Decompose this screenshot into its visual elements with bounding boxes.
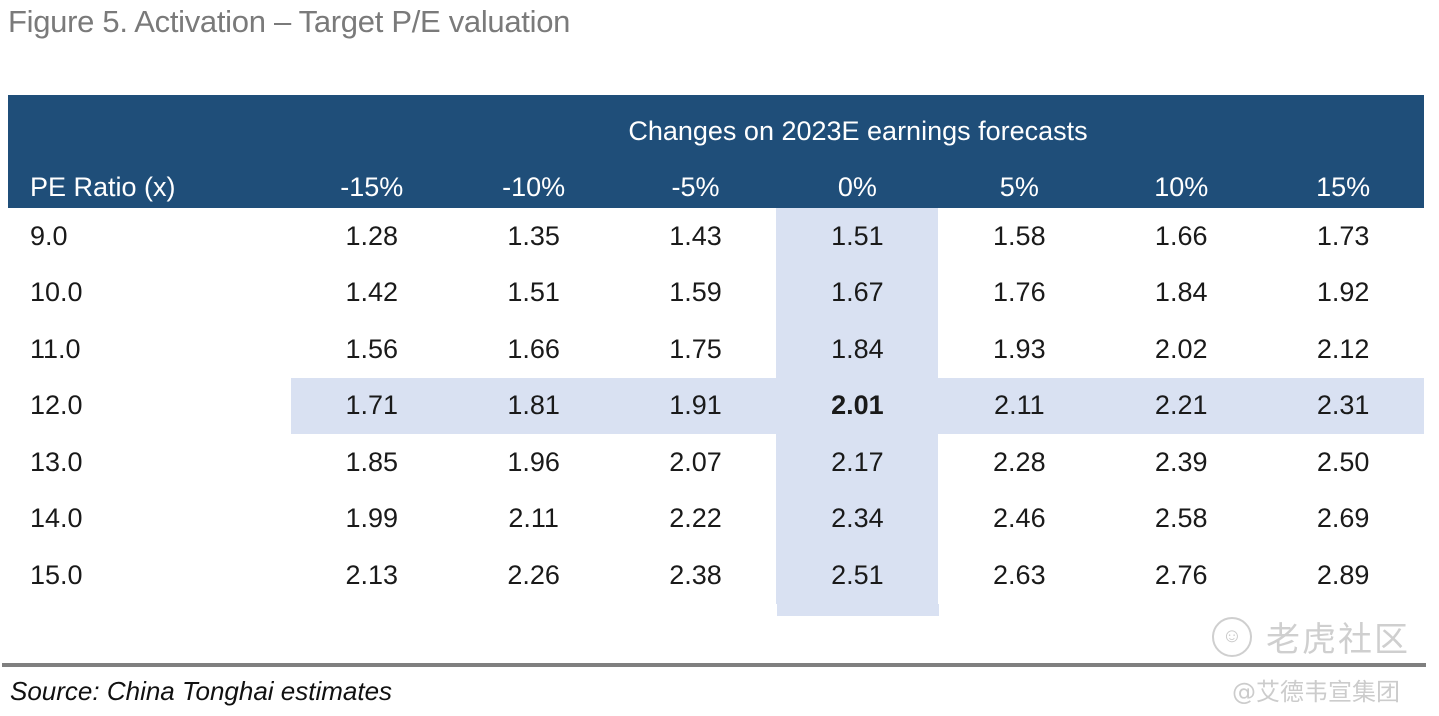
footer-divider (2, 663, 1426, 667)
value-cell: 2.17 (776, 434, 939, 491)
figure-title: Figure 5. Activation – Target P/E valuat… (8, 4, 571, 39)
highlight-column-tail (8, 603, 1424, 616)
value-cell: 1.42 (345, 277, 399, 308)
pe-ratio-cell: 12.0 (30, 390, 83, 421)
watermark: ☺ 老虎社区 (1212, 612, 1410, 661)
source-note: Source: China Tonghai estimates (10, 676, 393, 706)
tiger-community-logo-icon: ☺ (1212, 616, 1252, 657)
value-cell: 1.99 (345, 503, 399, 534)
value-cell: 1.43 (669, 220, 722, 251)
value-cell: 1.28 (345, 220, 399, 251)
value-cell: 1.58 (993, 220, 1046, 251)
column-header: 5% (999, 172, 1039, 202)
value-cell: 1.71 (290, 377, 453, 434)
value-cell: 1.51 (507, 277, 560, 308)
table-row: 14.0 1.99 2.11 2.22 2.34 2.46 2.58 2.69 (8, 490, 1424, 547)
watermark-brand: 老虎社区 (1266, 620, 1410, 660)
table-row: 10.0 1.42 1.51 1.59 1.67 1.76 1.84 1.92 (8, 264, 1424, 321)
value-cell: 1.93 (993, 333, 1046, 364)
value-cell: 2.58 (1154, 503, 1208, 534)
value-cell: 1.56 (345, 333, 399, 364)
value-cell: 1.84 (776, 321, 939, 378)
value-cell: 2.21 (1100, 377, 1263, 434)
value-cell: 1.92 (1316, 277, 1370, 308)
value-cell: 2.63 (993, 559, 1046, 590)
value-cell: 1.76 (993, 277, 1046, 308)
value-cell: 2.12 (1316, 333, 1370, 364)
value-cell: 1.51 (776, 208, 939, 265)
pe-ratio-cell: 10.0 (30, 277, 83, 308)
value-cell: 1.91 (614, 377, 777, 434)
table-header: Changes on 2023E earnings forecasts PE R… (8, 95, 1424, 208)
value-cell: 2.02 (1154, 333, 1208, 364)
value-cell: 2.69 (1316, 503, 1370, 534)
pe-sensitivity-table: Changes on 2023E earnings forecasts PE R… (8, 95, 1425, 616)
row-header-label: PE Ratio (x) (30, 172, 176, 202)
table-row: 15.0 2.13 2.26 2.38 2.51 2.63 2.76 2.89 (8, 547, 1424, 604)
column-header: 15% (1316, 172, 1371, 202)
value-cell: 2.28 (993, 446, 1046, 477)
table-body: 9.0 1.28 1.35 1.43 1.51 1.58 1.66 1.73 1… (8, 208, 1425, 616)
value-cell: 1.96 (507, 446, 560, 477)
value-cell: 2.26 (507, 559, 560, 590)
value-cell: 1.35 (507, 220, 560, 251)
value-cell: 1.75 (669, 333, 722, 364)
value-cell: 2.50 (1316, 446, 1370, 477)
value-cell: 2.89 (1316, 559, 1370, 590)
value-cell: 2.76 (1154, 559, 1208, 590)
value-cell: 2.31 (1262, 377, 1425, 434)
value-cell: 2.13 (345, 559, 399, 590)
column-header: -15% (340, 172, 404, 202)
pe-ratio-cell: 9.0 (30, 220, 68, 251)
column-header: 10% (1154, 172, 1209, 202)
base-case-value-cell: 2.01 (776, 377, 939, 434)
pe-ratio-cell: 11.0 (30, 333, 81, 364)
table-row: 11.0 1.56 1.66 1.75 1.84 1.93 2.02 2.12 (8, 321, 1424, 378)
value-cell: 2.46 (993, 503, 1046, 534)
pe-ratio-cell: 14.0 (30, 503, 83, 534)
table-row-highlighted: 12.0 1.71 1.81 1.91 2.01 2.11 2.21 2.31 (8, 377, 1425, 434)
value-cell: 1.66 (507, 333, 560, 364)
watermark-author: @艾德韦宣集团 (1232, 678, 1400, 706)
value-cell: 1.67 (776, 264, 939, 321)
column-header: -5% (671, 172, 720, 202)
column-header-row: PE Ratio (x) -15% -10% -5% 0% 5% 10% 15% (8, 172, 1424, 203)
value-cell: 1.84 (1154, 277, 1208, 308)
column-header: -10% (502, 172, 566, 202)
value-cell: 2.34 (776, 490, 939, 547)
value-cell: 2.11 (508, 503, 559, 534)
value-cell: 1.59 (669, 277, 722, 308)
value-cell: 1.66 (1154, 220, 1208, 251)
value-cell: 2.11 (938, 377, 1101, 434)
pe-ratio-cell: 15.0 (30, 559, 83, 590)
super-header: Changes on 2023E earnings forecasts (628, 116, 1088, 146)
column-header: 0% (837, 172, 877, 202)
table-row: 13.0 1.85 1.96 2.07 2.17 2.28 2.39 2.50 (8, 434, 1424, 491)
table-row: 9.0 1.28 1.35 1.43 1.51 1.58 1.66 1.73 (8, 208, 1424, 265)
value-cell: 2.39 (1154, 446, 1208, 477)
pe-ratio-cell: 13.0 (30, 446, 83, 477)
value-cell: 2.51 (776, 547, 939, 604)
value-cell: 1.81 (452, 377, 615, 434)
value-cell: 2.22 (669, 503, 722, 534)
value-cell: 1.85 (345, 446, 399, 477)
value-cell: 1.73 (1316, 220, 1370, 251)
value-cell: 2.07 (669, 446, 722, 477)
value-cell: 2.38 (669, 559, 722, 590)
